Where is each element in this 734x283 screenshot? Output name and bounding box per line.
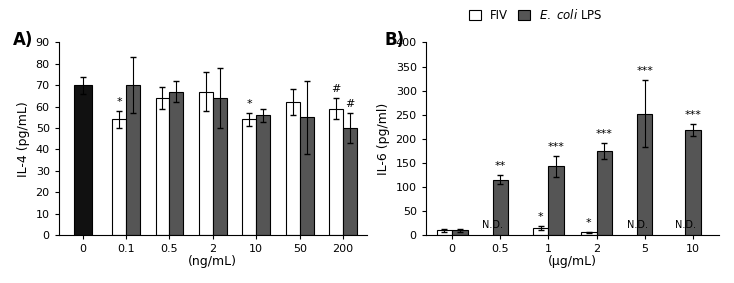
Bar (170, 92, 184, 235)
Bar (199, 92, 213, 235)
Text: **: ** (495, 161, 506, 171)
X-axis label: (ng/mL): (ng/mL) (189, 255, 237, 268)
Bar (437, 230, 452, 235)
Bar (73, 85, 92, 235)
Text: *: * (538, 212, 544, 222)
Text: N.D.: N.D. (627, 220, 647, 230)
Text: *: * (247, 99, 252, 109)
Bar (597, 151, 612, 235)
Text: ***: *** (636, 66, 653, 76)
Text: *: * (586, 218, 592, 228)
Bar (286, 102, 299, 235)
Bar (112, 119, 126, 235)
Bar (343, 128, 357, 235)
Bar (548, 166, 564, 235)
Text: N.D.: N.D. (675, 220, 696, 230)
Text: B): B) (385, 31, 404, 49)
Text: N.D.: N.D. (482, 220, 503, 230)
Bar (493, 179, 508, 235)
Text: #: # (346, 99, 355, 109)
Bar (126, 85, 140, 235)
Bar (242, 119, 256, 235)
Bar (685, 130, 700, 235)
Legend: FIV, $\it{E.}$ $\it{coli}$ LPS: FIV, $\it{E.}$ $\it{coli}$ LPS (467, 6, 605, 25)
Text: ***: *** (548, 142, 564, 152)
Bar (533, 228, 548, 235)
Text: #: # (332, 84, 341, 94)
Bar (156, 98, 170, 235)
Text: ***: *** (596, 129, 613, 139)
Bar (213, 98, 227, 235)
Bar (637, 114, 653, 235)
Bar (452, 230, 468, 235)
Text: A): A) (12, 31, 33, 49)
Bar (299, 117, 313, 235)
Bar (581, 233, 597, 235)
Text: ***: *** (684, 110, 701, 120)
Y-axis label: IL-4 (pg/mL): IL-4 (pg/mL) (17, 101, 30, 177)
Text: *: * (116, 97, 122, 107)
X-axis label: (μg/mL): (μg/mL) (548, 255, 597, 268)
Y-axis label: IL-6 (pg/ml): IL-6 (pg/ml) (377, 102, 390, 175)
Bar (330, 109, 343, 235)
Bar (256, 115, 270, 235)
